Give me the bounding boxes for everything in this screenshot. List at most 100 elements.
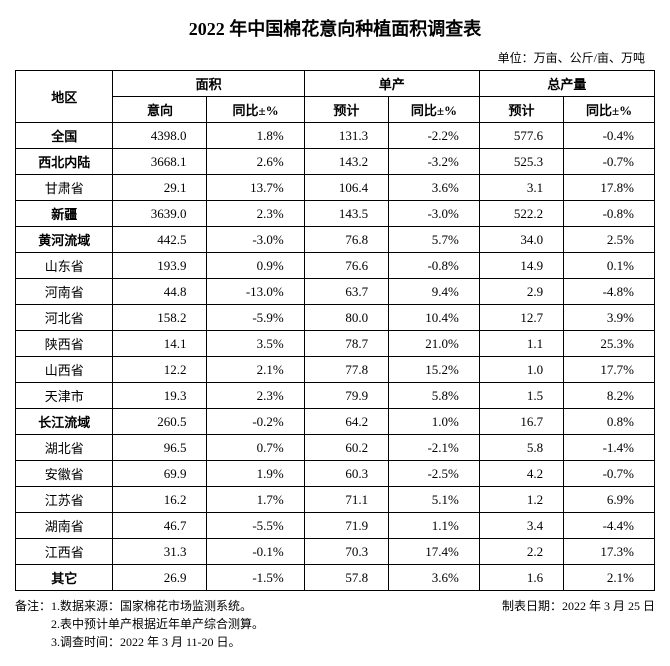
cell-yield: 143.2: [304, 149, 388, 175]
cell-yield-yoy: 1.1%: [389, 513, 480, 539]
cell-total-yoy: 3.9%: [564, 305, 655, 331]
cell-yield: 78.7: [304, 331, 388, 357]
cell-area-yoy: 0.9%: [207, 253, 304, 279]
cell-area-yoy: 2.1%: [207, 357, 304, 383]
cell-yield-yoy: 5.1%: [389, 487, 480, 513]
cell-total-yoy: -0.7%: [564, 149, 655, 175]
cell-yield: 71.1: [304, 487, 388, 513]
cell-area-yoy: 2.6%: [207, 149, 304, 175]
cell-region: 甘肃省: [16, 175, 113, 201]
cell-region: 天津市: [16, 383, 113, 409]
cell-total-yoy: 2.5%: [564, 227, 655, 253]
cell-area: 442.5: [113, 227, 207, 253]
cell-area-yoy: 2.3%: [207, 383, 304, 409]
table-row: 黄河流域442.5-3.0%76.85.7%34.02.5%: [16, 227, 655, 253]
cell-area-yoy: -13.0%: [207, 279, 304, 305]
cell-area: 29.1: [113, 175, 207, 201]
header-area-intent: 意向: [113, 97, 207, 123]
header-area: 面积: [113, 71, 304, 97]
cell-total: 1.6: [479, 565, 563, 591]
table-row: 长江流域260.5-0.2%64.21.0%16.70.8%: [16, 409, 655, 435]
cell-area-yoy: 1.9%: [207, 461, 304, 487]
cell-region: 江西省: [16, 539, 113, 565]
cell-area: 12.2: [113, 357, 207, 383]
cell-area: 46.7: [113, 513, 207, 539]
cell-area: 3668.1: [113, 149, 207, 175]
cell-yield: 143.5: [304, 201, 388, 227]
cell-area-yoy: -0.1%: [207, 539, 304, 565]
cell-region: 新疆: [16, 201, 113, 227]
cell-area-yoy: 0.7%: [207, 435, 304, 461]
header-total: 总产量: [479, 71, 654, 97]
cell-total: 2.9: [479, 279, 563, 305]
cell-region: 河南省: [16, 279, 113, 305]
cell-yield: 76.6: [304, 253, 388, 279]
cell-area: 14.1: [113, 331, 207, 357]
cell-region: 湖南省: [16, 513, 113, 539]
cell-yield-yoy: -0.8%: [389, 253, 480, 279]
cell-total-yoy: 0.1%: [564, 253, 655, 279]
note-1: 备注：1.数据来源：国家棉花市场监测系统。: [15, 597, 264, 615]
cell-total-yoy: -4.8%: [564, 279, 655, 305]
cell-total: 3.4: [479, 513, 563, 539]
cell-yield-yoy: 10.4%: [389, 305, 480, 331]
cell-yield: 76.8: [304, 227, 388, 253]
cell-yield-yoy: -2.5%: [389, 461, 480, 487]
cell-yield: 131.3: [304, 123, 388, 149]
cell-yield: 71.9: [304, 513, 388, 539]
cell-yield: 106.4: [304, 175, 388, 201]
cell-total: 1.2: [479, 487, 563, 513]
cell-region: 其它: [16, 565, 113, 591]
cell-total-yoy: 25.3%: [564, 331, 655, 357]
table-row: 河北省158.2-5.9%80.010.4%12.73.9%: [16, 305, 655, 331]
cell-area: 260.5: [113, 409, 207, 435]
cell-total-yoy: 17.3%: [564, 539, 655, 565]
table-row: 湖南省46.7-5.5%71.91.1%3.4-4.4%: [16, 513, 655, 539]
table-row: 西北内陆3668.12.6%143.2-3.2%525.3-0.7%: [16, 149, 655, 175]
cell-region: 河北省: [16, 305, 113, 331]
cell-area: 96.5: [113, 435, 207, 461]
table-row: 甘肃省29.113.7%106.43.6%3.117.8%: [16, 175, 655, 201]
cell-area-yoy: 1.7%: [207, 487, 304, 513]
data-table: 地区 面积 单产 总产量 意向 同比±% 预计 同比±% 预计 同比±% 全国4…: [15, 70, 655, 591]
cell-total-yoy: -0.7%: [564, 461, 655, 487]
cell-total: 3.1: [479, 175, 563, 201]
cell-total: 577.6: [479, 123, 563, 149]
cell-area-yoy: -5.9%: [207, 305, 304, 331]
date-label: 制表日期：2022 年 3 月 25 日: [502, 597, 655, 651]
cell-area-yoy: 13.7%: [207, 175, 304, 201]
note-2: 2.表中预计单产根据近年单产综合测算。: [15, 615, 264, 633]
cell-yield: 77.8: [304, 357, 388, 383]
cell-region: 黄河流域: [16, 227, 113, 253]
table-row: 江苏省16.21.7%71.15.1%1.26.9%: [16, 487, 655, 513]
cell-total: 522.2: [479, 201, 563, 227]
notes: 备注：1.数据来源：国家棉花市场监测系统。 2.表中预计单产根据近年单产综合测算…: [15, 597, 264, 651]
cell-area-yoy: -3.0%: [207, 227, 304, 253]
cell-total-yoy: 8.2%: [564, 383, 655, 409]
cell-area-yoy: 3.5%: [207, 331, 304, 357]
cell-yield: 80.0: [304, 305, 388, 331]
cell-yield-yoy: 1.0%: [389, 409, 480, 435]
cell-area: 26.9: [113, 565, 207, 591]
cell-total-yoy: -0.4%: [564, 123, 655, 149]
cell-total-yoy: -1.4%: [564, 435, 655, 461]
table-row: 江西省31.3-0.1%70.317.4%2.217.3%: [16, 539, 655, 565]
cell-yield-yoy: 3.6%: [389, 175, 480, 201]
table-row: 全国4398.01.8%131.3-2.2%577.6-0.4%: [16, 123, 655, 149]
cell-area: 16.2: [113, 487, 207, 513]
cell-total-yoy: 0.8%: [564, 409, 655, 435]
cell-total: 4.2: [479, 461, 563, 487]
header-total-est: 预计: [479, 97, 563, 123]
cell-total-yoy: 2.1%: [564, 565, 655, 591]
note-3: 3.调查时间：2022 年 3 月 11-20 日。: [15, 633, 264, 651]
cell-area: 31.3: [113, 539, 207, 565]
table-row: 河南省44.8-13.0%63.79.4%2.9-4.8%: [16, 279, 655, 305]
cell-region: 山东省: [16, 253, 113, 279]
cell-area: 4398.0: [113, 123, 207, 149]
cell-yield-yoy: 3.6%: [389, 565, 480, 591]
cell-region: 江苏省: [16, 487, 113, 513]
cell-total: 2.2: [479, 539, 563, 565]
cell-total-yoy: 6.9%: [564, 487, 655, 513]
cell-total: 525.3: [479, 149, 563, 175]
table-row: 山东省193.90.9%76.6-0.8%14.90.1%: [16, 253, 655, 279]
